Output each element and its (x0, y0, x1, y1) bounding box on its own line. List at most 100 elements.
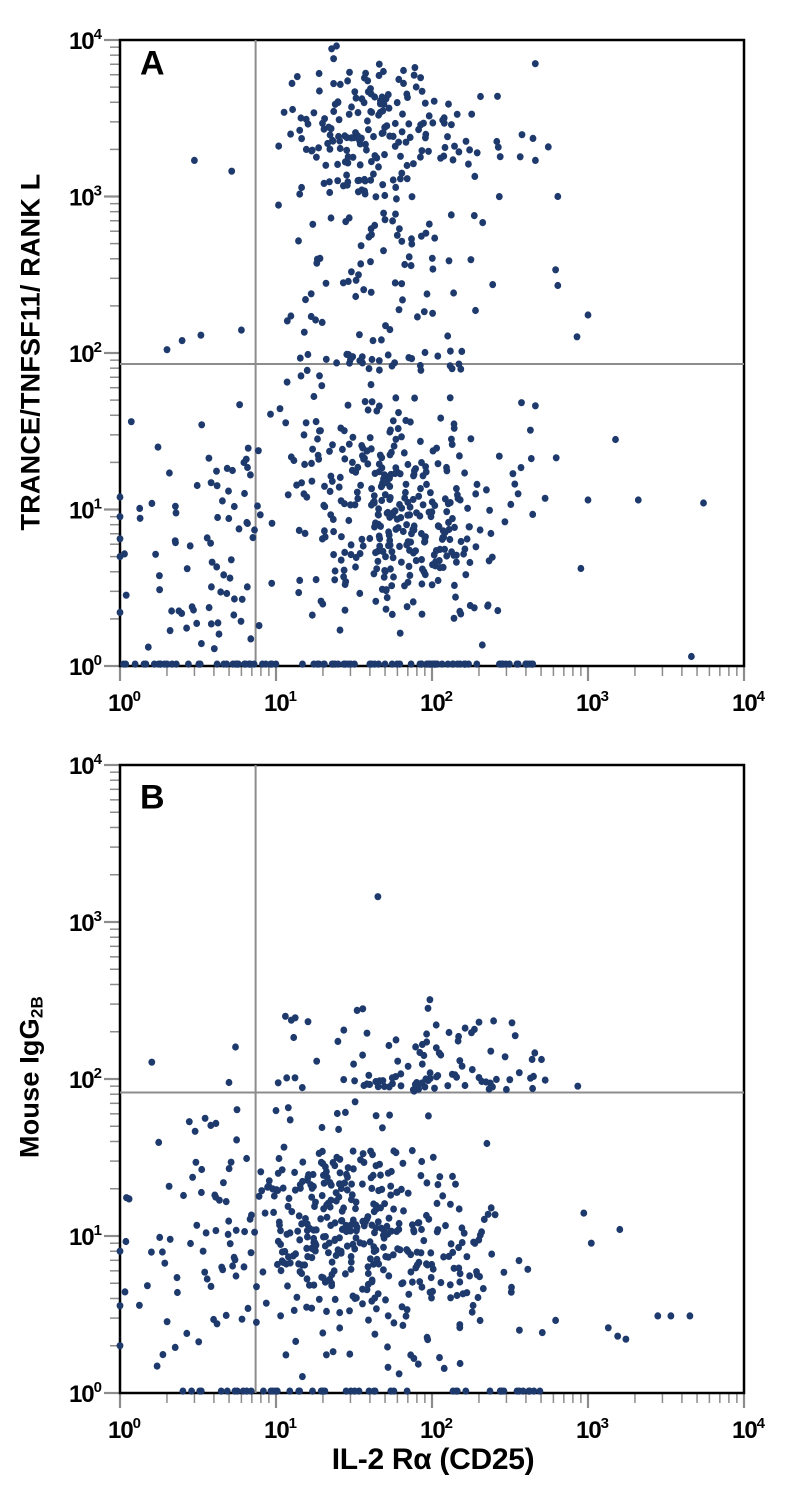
data-point (423, 1179, 431, 1187)
data-point (453, 110, 461, 118)
axis-tick-label: 103 (69, 908, 102, 937)
data-point (205, 604, 213, 612)
data-point (380, 1243, 387, 1251)
data-point (612, 435, 619, 444)
data-point (253, 1318, 260, 1326)
data-point (390, 442, 398, 450)
data-point (282, 1351, 290, 1359)
data-point (230, 1253, 238, 1261)
data-point (686, 1312, 694, 1320)
data-point (148, 1248, 155, 1256)
axis-tick-label: 100 (69, 1379, 102, 1408)
data-point (430, 97, 438, 105)
data-point (349, 153, 357, 161)
data-point (293, 73, 301, 81)
data-point (532, 402, 539, 410)
data-point (348, 134, 355, 142)
data-point (437, 1051, 445, 1059)
data-point (356, 331, 363, 339)
data-point (352, 276, 360, 284)
data-point (511, 1032, 519, 1040)
data-point (399, 110, 406, 118)
data-point (384, 1363, 392, 1371)
data-point (487, 1047, 495, 1055)
data-point (419, 501, 427, 509)
data-point (411, 467, 418, 475)
data-point (300, 431, 308, 439)
y-axis-title-text: Mouse IgG (14, 1018, 45, 1158)
data-point (347, 1258, 355, 1266)
data-point (298, 1084, 306, 1092)
data-point (418, 232, 425, 240)
data-point (444, 660, 452, 668)
data-point (487, 1204, 495, 1212)
data-point (439, 563, 447, 572)
data-point (153, 1362, 161, 1370)
data-point (414, 313, 421, 321)
data-point (188, 1387, 196, 1395)
data-point (431, 562, 439, 570)
data-point (268, 579, 276, 587)
data-point (476, 1273, 483, 1281)
data-point (304, 120, 312, 128)
data-point (322, 355, 330, 363)
data-point (421, 1083, 429, 1091)
data-point (323, 1351, 330, 1359)
data-point (254, 502, 261, 510)
data-point (116, 535, 124, 543)
data-point (434, 576, 442, 585)
data-point (453, 558, 460, 566)
data-point (238, 595, 246, 603)
data-point (320, 1274, 327, 1282)
data-point (367, 1147, 374, 1155)
data-point (295, 589, 303, 597)
data-point (256, 511, 264, 519)
data-point (354, 177, 362, 185)
data-point (398, 280, 406, 288)
data-point (374, 1218, 382, 1226)
data-point (527, 1074, 534, 1082)
data-point (319, 119, 326, 127)
data-point (347, 1253, 355, 1261)
data-point (443, 552, 451, 560)
data-point (220, 571, 228, 579)
data-point (446, 499, 454, 507)
data-point (122, 660, 130, 668)
data-point (445, 518, 452, 527)
data-point (466, 601, 474, 610)
data-point (319, 600, 327, 608)
data-point (415, 492, 423, 500)
data-point (395, 75, 403, 83)
data-point (317, 1215, 325, 1223)
data-point (346, 1307, 353, 1315)
data-point (432, 1021, 440, 1029)
data-point (518, 399, 525, 407)
data-point (402, 480, 410, 488)
data-point (331, 567, 339, 575)
data-point (232, 1226, 240, 1234)
data-point (406, 546, 413, 554)
data-point (456, 1270, 464, 1278)
data-point (392, 435, 400, 443)
data-point (121, 1288, 129, 1296)
data-point (308, 146, 316, 154)
data-point (354, 188, 362, 196)
data-point (440, 1253, 447, 1261)
data-point (518, 131, 526, 139)
data-point (366, 434, 374, 442)
data-point (335, 483, 343, 491)
panel-b-label: B (139, 778, 165, 817)
data-point (382, 605, 390, 613)
data-point (340, 1204, 347, 1212)
data-point (393, 515, 401, 523)
data-point (452, 1180, 459, 1188)
data-point (372, 193, 380, 201)
data-point (450, 614, 458, 622)
data-point (302, 1215, 309, 1223)
data-point (404, 511, 412, 519)
data-point (273, 1186, 280, 1194)
data-point (289, 105, 296, 114)
data-point (456, 452, 463, 460)
data-point (484, 602, 491, 610)
data-point (447, 1200, 454, 1208)
